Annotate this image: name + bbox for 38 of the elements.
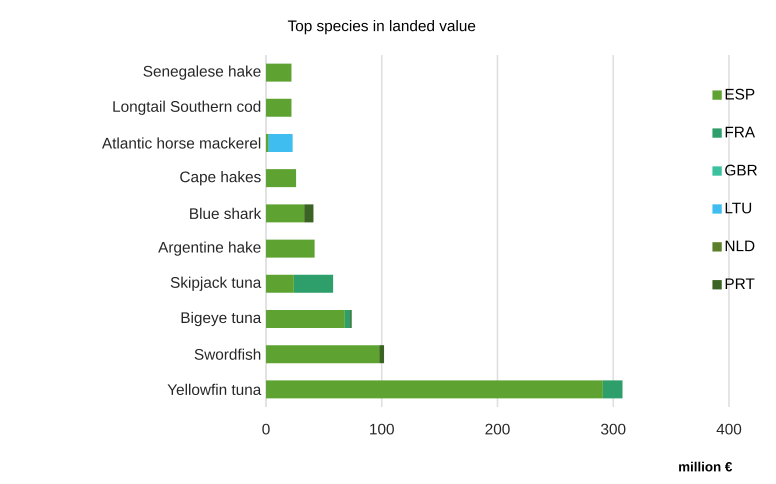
bar (379, 345, 384, 364)
y-tick-label: Skipjack tuna (170, 276, 262, 291)
y-tick-label: Bigeye tuna (182, 312, 262, 326)
legend-label: PRT (726, 278, 754, 290)
bar (266, 345, 380, 364)
bar (266, 380, 603, 398)
bar (304, 204, 314, 222)
y-tick-label: Yellowfin tuna (168, 384, 262, 396)
bar (266, 274, 294, 293)
x-tick-label: 400 (716, 424, 742, 435)
bar (268, 134, 293, 152)
bar (266, 98, 292, 117)
legend-label: NLD (726, 240, 754, 252)
y-tick-label: Atlantic horse mackerel (102, 137, 260, 149)
x-tick-label: 0 (262, 424, 270, 435)
y-tick-label: Blue shark (190, 208, 262, 220)
bar (266, 310, 345, 328)
legend-label: LTU (726, 202, 752, 214)
x-tick-label: 100 (370, 424, 394, 435)
bar (266, 64, 292, 82)
y-tick-label: Senegalese hake (143, 65, 261, 80)
y-tick-label: Argentine hake (158, 241, 261, 256)
bar (266, 204, 304, 222)
legend-label: GBR (725, 164, 757, 176)
bar (266, 169, 296, 188)
bar (266, 240, 315, 258)
x-tick-label: 200 (485, 424, 510, 435)
bar (294, 274, 334, 293)
legend-label: FRA (726, 126, 756, 138)
y-tick-label: Cape hakes (180, 171, 261, 186)
x-tick-label: 300 (601, 424, 626, 435)
legend-label: ESP (726, 88, 754, 100)
y-tick-label: Swordfish (194, 348, 260, 360)
x-axis-title: million € (679, 462, 732, 472)
chart-title: Top species in landed value (288, 20, 476, 34)
bar (344, 310, 350, 328)
bar (602, 380, 623, 398)
y-tick-label: Longtail Southern cod (113, 100, 260, 115)
